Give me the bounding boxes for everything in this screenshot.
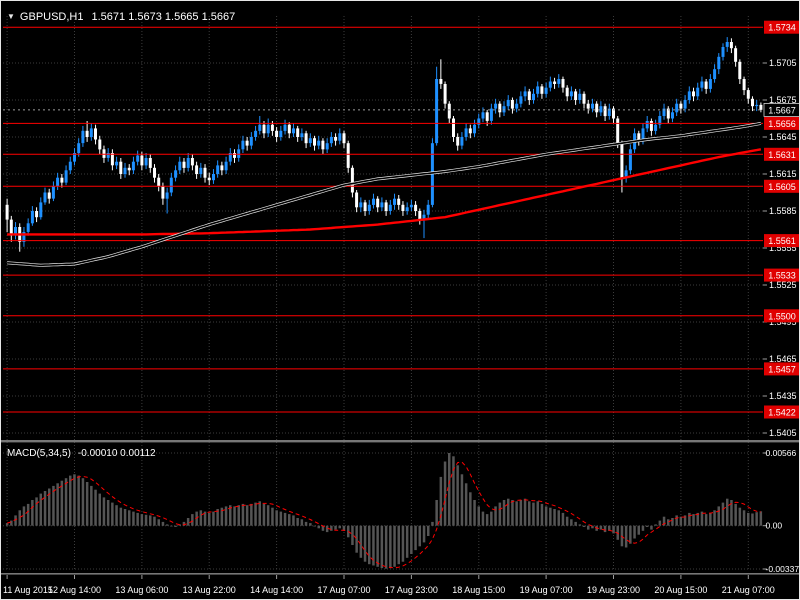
svg-text:13 Aug 06:00: 13 Aug 06:00: [115, 585, 168, 595]
panel-separators: [1, 440, 799, 575]
red-ma-line: [7, 148, 762, 236]
macd-label: MACD(5,34,5) -0.00010 0.00112: [7, 448, 156, 459]
svg-text:19 Aug 23:00: 19 Aug 23:00: [587, 585, 640, 595]
svg-text:1.5561: 1.5561: [768, 236, 796, 246]
svg-text:1.5500: 1.5500: [768, 311, 796, 321]
macd-axis: 0.00566 0.00 -0.00337: [763, 448, 799, 574]
svg-text:19 Aug 07:00: 19 Aug 07:00: [520, 585, 573, 595]
svg-text:14 Aug 14:00: 14 Aug 14:00: [250, 585, 303, 595]
svg-text:1.5533: 1.5533: [768, 271, 796, 281]
price-axis: 1.57051.56751.56451.56151.55851.55551.55…: [763, 58, 797, 438]
svg-text:1.5457: 1.5457: [768, 364, 796, 374]
svg-text:0.00566: 0.00566: [766, 448, 797, 458]
black-ma-line: [6, 121, 762, 267]
chart-title: ▼ GBPUSD,H1 1.5671 1.5673 1.5665 1.5667: [7, 11, 235, 23]
price-badges: 1.57341.56561.56311.56051.55611.55331.55…: [763, 20, 799, 419]
svg-text:1.5705: 1.5705: [769, 58, 797, 68]
svg-text:-0.00337: -0.00337: [766, 564, 800, 574]
symbol-period-label: GBPUSD,H1: [19, 11, 84, 23]
ohlc-values: 1.5671 1.5673 1.5665 1.5667: [91, 11, 236, 23]
svg-text:20 Aug 15:00: 20 Aug 15:00: [654, 585, 707, 595]
svg-text:18 Aug 15:00: 18 Aug 15:00: [452, 585, 505, 595]
svg-text:17 Aug 23:00: 17 Aug 23:00: [385, 585, 438, 595]
svg-text:1.5435: 1.5435: [769, 391, 797, 401]
indicator-name: MACD(5,34,5): [7, 448, 71, 459]
candles: [5, 37, 763, 252]
svg-text:1.5422: 1.5422: [768, 408, 796, 418]
indicator-values: -0.00010 0.00112: [77, 448, 156, 459]
svg-text:13 Aug 22:00: 13 Aug 22:00: [183, 585, 236, 595]
svg-text:17 Aug 07:00: 17 Aug 07:00: [317, 585, 370, 595]
svg-text:1.5585: 1.5585: [769, 206, 797, 216]
svg-text:1.5405: 1.5405: [769, 428, 797, 438]
macd-signal-line: [6, 461, 761, 569]
svg-text:1.5555: 1.5555: [769, 243, 797, 253]
svg-text:1.5615: 1.5615: [769, 169, 797, 179]
svg-text:1.5645: 1.5645: [769, 132, 797, 142]
triangle-down-icon: ▼: [7, 12, 15, 21]
svg-text:11 Aug 2015: 11 Aug 2015: [3, 585, 53, 595]
svg-text:1.5465: 1.5465: [769, 354, 797, 364]
svg-text:21 Aug 07:00: 21 Aug 07:00: [722, 585, 775, 595]
grid-lines: [3, 16, 763, 571]
macd-histogram: [5, 453, 763, 569]
svg-text:12 Aug 14:00: 12 Aug 14:00: [48, 585, 101, 595]
svg-text:1.5525: 1.5525: [769, 280, 797, 290]
support-resistance-lines: [3, 26, 763, 413]
svg-text:1.5734: 1.5734: [768, 23, 796, 33]
svg-text:1.5605: 1.5605: [768, 182, 796, 192]
svg-text:0.00: 0.00: [766, 521, 783, 531]
svg-text:1.5667: 1.5667: [768, 105, 796, 115]
svg-text:1.5675: 1.5675: [769, 95, 797, 105]
svg-text:1.5656: 1.5656: [768, 119, 796, 129]
svg-text:1.5631: 1.5631: [768, 150, 796, 160]
